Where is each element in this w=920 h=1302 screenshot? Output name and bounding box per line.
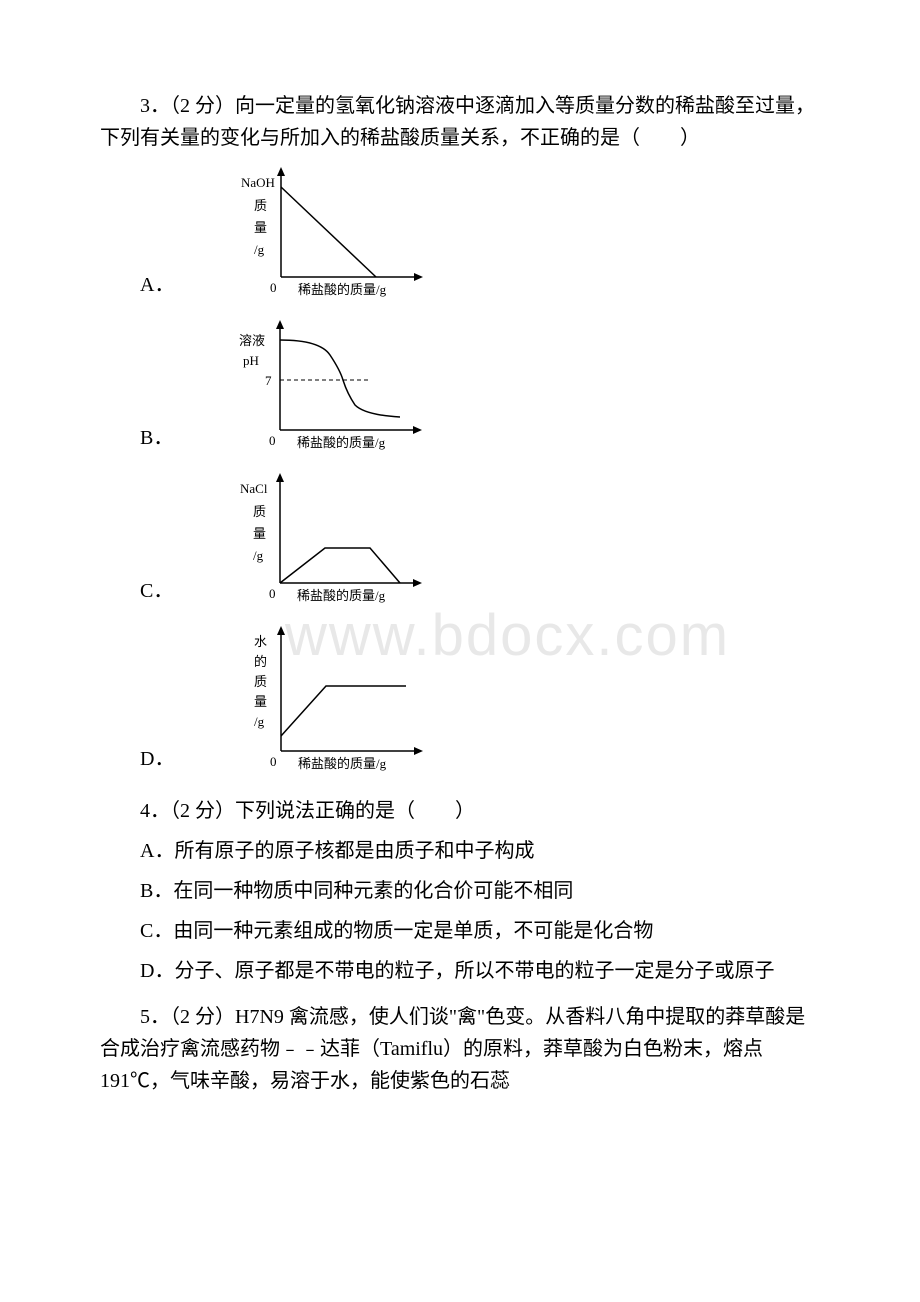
q3-d-ylabel2: 的: [254, 654, 267, 669]
q3-c-xlabel: 稀盐酸的质量/g: [297, 588, 386, 603]
q3-a-ylabel3: 量: [254, 220, 267, 235]
q3-b-graph: 溶液 pH 7 0 稀盐酸的质量/g: [185, 315, 395, 460]
q4-option-c: C．由同一种元素组成的物质一定是单质，不可能是化合物: [100, 915, 820, 947]
q3-a-ylabel1: NaOH: [241, 175, 275, 190]
q3-c-zero: 0: [269, 586, 276, 601]
q3-c-ylabel2: 质: [253, 504, 266, 519]
q3-option-a: A． NaOH 质 量 /g 0 稀盐酸的质量/g: [100, 162, 820, 307]
q3-a-graph: NaOH 质 量 /g 0 稀盐酸的质量/g: [186, 162, 396, 307]
q3-b-seven: 7: [265, 373, 272, 388]
q3-d-label: D．: [100, 743, 174, 781]
q3-number: 3．: [140, 95, 170, 117]
q4-body: 下列说法正确的是（ ）: [235, 800, 475, 822]
q5-number: 5．: [140, 1006, 170, 1028]
q3-a-ylabel2: 质: [254, 198, 267, 213]
q4-points: （2 分）: [170, 800, 235, 822]
q3-a-label: A．: [100, 269, 174, 307]
q3-text: 3．（2 分）向一定量的氢氧化钠溶液中逐滴加入等质量分数的稀盐酸至过量，下列有关…: [100, 90, 820, 154]
q3-a-ylabel4: /g: [254, 242, 265, 257]
q3-c-label: C．: [100, 575, 173, 613]
q4-number: 4．: [140, 800, 170, 822]
q3-points: （2 分）: [170, 95, 235, 117]
q3-option-b: B． 溶液 pH 7 0 稀盐酸的质量/g: [100, 315, 820, 460]
q3-c-ylabel4: /g: [253, 548, 264, 563]
q3-c-ylabel1: NaCl: [240, 481, 268, 496]
q4-text: 4．（2 分）下列说法正确的是（ ）: [100, 795, 820, 827]
q4-option-b: B．在同一种物质中同种元素的化合价可能不相同: [100, 875, 820, 907]
q3-b-zero: 0: [269, 433, 276, 448]
q3-b-label: B．: [100, 422, 173, 460]
q3-c-ylabel3: 量: [253, 526, 266, 541]
q3-a-xlabel: 稀盐酸的质量/g: [298, 282, 387, 297]
q3-a-zero: 0: [270, 280, 277, 295]
q3-b-xlabel: 稀盐酸的质量/g: [297, 435, 386, 450]
q3-d-ylabel5: /g: [254, 714, 265, 729]
q3-d-graph: 水 的 质 量 /g 0 稀盐酸的质量/g: [186, 621, 396, 781]
q3-b-ylabel1: 溶液: [239, 333, 265, 348]
q5-text: 5．（2 分）H7N9 禽流感，使人们谈"禽"色变。从香料八角中提取的莽草酸是合…: [100, 1001, 820, 1097]
q3-d-ylabel4: 量: [254, 694, 267, 709]
q3-option-d: D． 水 的 质 量 /g 0 稀盐酸的质量/g: [100, 621, 820, 781]
q3-d-zero: 0: [270, 754, 277, 769]
q3-d-ylabel1: 水: [254, 634, 267, 649]
q3-option-c: C． NaCl 质 量 /g 0 稀盐酸的质量/g: [100, 468, 820, 613]
q5-points: （2 分）: [170, 1006, 235, 1028]
q4-option-d: D．分子、原子都是不带电的粒子，所以不带电的粒子一定是分子或原子: [100, 955, 820, 987]
q3-d-ylabel3: 质: [254, 674, 267, 689]
q3-c-graph: NaCl 质 量 /g 0 稀盐酸的质量/g: [185, 468, 395, 613]
q3-b-ylabel2: pH: [243, 353, 259, 368]
q3-d-xlabel: 稀盐酸的质量/g: [298, 756, 387, 771]
q4-option-a: A．所有原子的原子核都是由质子和中子构成: [100, 835, 820, 867]
